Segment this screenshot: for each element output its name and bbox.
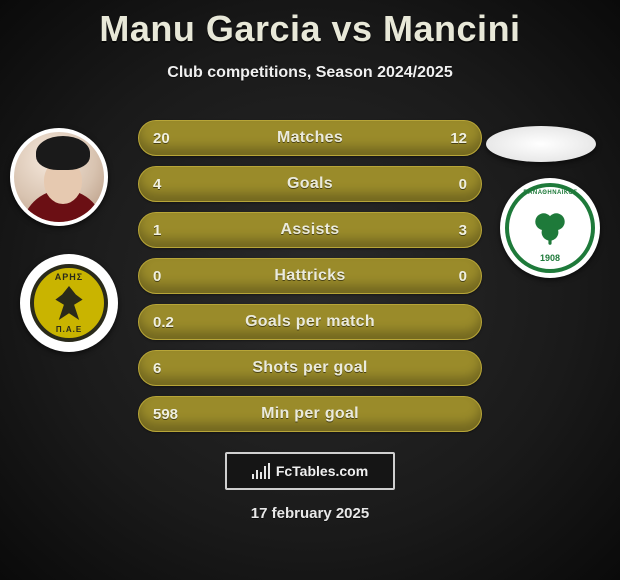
footer-date: 17 february 2025 xyxy=(0,505,620,522)
stat-label: Goals per match xyxy=(245,313,375,331)
player-left-avatar xyxy=(10,128,108,226)
stat-row-goals-per-match: 0.2 Goals per match xyxy=(138,304,482,340)
stat-left-value: 0 xyxy=(153,259,161,295)
stat-label: Shots per goal xyxy=(252,359,367,377)
stat-right-value: 0 xyxy=(459,259,467,295)
stat-right-value: 12 xyxy=(450,121,467,157)
brand-badge: FcTables.com xyxy=(225,452,395,490)
stat-label: Assists xyxy=(280,221,339,239)
stat-left-value: 0.2 xyxy=(153,305,174,341)
stat-row-hattricks: 0 Hattricks 0 xyxy=(138,258,482,294)
stat-left-value: 20 xyxy=(153,121,170,157)
stat-row-goals: 4 Goals 0 xyxy=(138,166,482,202)
club-right-year: 1908 xyxy=(540,253,560,263)
stat-right-value: 0 xyxy=(459,167,467,203)
player-right-avatar xyxy=(486,126,596,162)
stat-row-assists: 1 Assists 3 xyxy=(138,212,482,248)
stats-table: 20 Matches 12 4 Goals 0 1 Assists 3 0 Ha… xyxy=(138,120,482,442)
stat-row-shots-per-goal: 6 Shots per goal xyxy=(138,350,482,386)
brand-text: FcTables.com xyxy=(276,463,368,479)
club-left-logo: APHΣ Π.Α.Ε xyxy=(20,254,118,352)
club-right-logo: ΠΑΝΑΘΗΝΑΪΚΟΣ 1908 xyxy=(500,178,600,278)
stat-label: Hattricks xyxy=(274,267,345,285)
stat-right-value: 3 xyxy=(459,213,467,249)
bars-icon xyxy=(252,463,270,479)
stat-left-value: 598 xyxy=(153,397,178,433)
stat-left-value: 1 xyxy=(153,213,161,249)
club-left-emblem-icon xyxy=(52,286,86,320)
page-title: Manu Garcia vs Mancini xyxy=(0,0,620,50)
shamrock-icon xyxy=(529,207,571,249)
club-left-bottom-text: Π.Α.Ε xyxy=(56,325,82,334)
stat-row-matches: 20 Matches 12 xyxy=(138,120,482,156)
club-right-arc-text: ΠΑΝΑΘΗΝΑΪΚΟΣ xyxy=(523,189,577,196)
stat-label: Matches xyxy=(277,129,343,147)
stat-left-value: 6 xyxy=(153,351,161,387)
stat-label: Goals xyxy=(287,175,333,193)
stat-label: Min per goal xyxy=(261,405,359,423)
page-subtitle: Club competitions, Season 2024/2025 xyxy=(0,64,620,82)
stat-row-min-per-goal: 598 Min per goal xyxy=(138,396,482,432)
club-left-top-text: APHΣ xyxy=(55,272,83,282)
stat-left-value: 4 xyxy=(153,167,161,203)
